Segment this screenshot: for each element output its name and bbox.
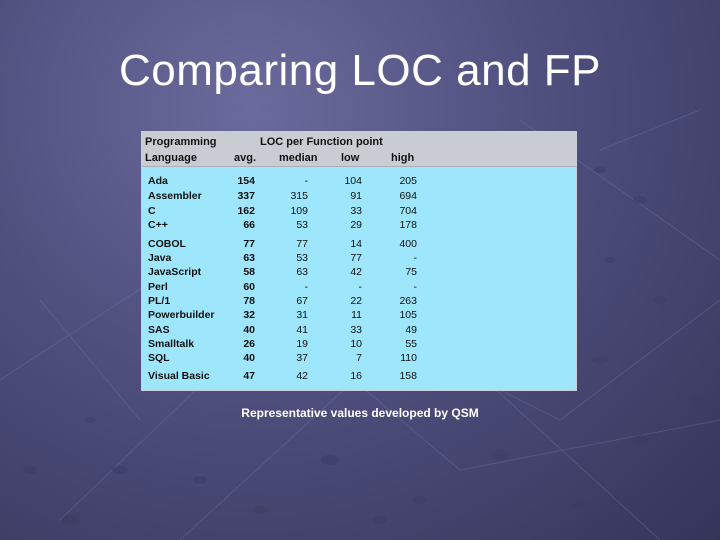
cell-avg: 154 [237, 175, 255, 187]
cell-high: - [413, 281, 418, 293]
cell-median: 53 [296, 219, 308, 231]
cell-language: SQL [148, 352, 170, 364]
loc-fp-table: Programming LOC per Function point Langu… [141, 131, 577, 391]
cell-high: 49 [405, 324, 417, 336]
cell-avg: 26 [243, 338, 255, 350]
cell-median: 37 [296, 352, 308, 364]
cell-low: 33 [350, 205, 362, 217]
cell-avg: 77 [243, 238, 255, 250]
caption: Representative values developed by QSM [241, 406, 479, 420]
cell-avg: 66 [243, 219, 255, 231]
cell-median: 19 [296, 338, 308, 350]
cell-low: 22 [350, 295, 362, 307]
cell-language: SAS [148, 324, 170, 336]
cell-avg: 60 [243, 281, 255, 293]
cell-language: PL/1 [148, 295, 171, 307]
cell-high: 694 [399, 190, 417, 202]
cell-high: 75 [405, 266, 417, 278]
cell-language: Smalltalk [148, 338, 195, 350]
cell-high: 105 [399, 309, 417, 321]
cell-median: 63 [296, 266, 308, 278]
cell-high: 178 [399, 219, 417, 231]
cell-low: 11 [351, 309, 362, 321]
cell-median: 42 [296, 370, 308, 382]
cell-avg: 58 [243, 266, 255, 278]
cell-median: 109 [290, 205, 308, 217]
cell-language: Visual Basic [148, 370, 210, 382]
cell-low: 14 [350, 238, 362, 250]
cell-language: C [148, 205, 156, 217]
cell-high: 205 [399, 175, 417, 187]
cell-avg: 78 [243, 295, 255, 307]
cell-avg: 63 [243, 252, 255, 264]
cell-low: 29 [350, 219, 362, 231]
cell-high: 263 [399, 295, 417, 307]
cell-median: 315 [290, 190, 308, 202]
cell-language: Ada [148, 175, 168, 187]
cell-avg: 40 [243, 352, 255, 364]
cell-median: - [304, 175, 309, 187]
header-language: Language [145, 152, 197, 164]
table-header [142, 132, 576, 167]
cell-median: 31 [296, 309, 308, 321]
cell-avg: 162 [237, 205, 255, 217]
cell-median: - [304, 281, 309, 293]
cell-low: 10 [350, 338, 362, 350]
cell-avg: 32 [243, 309, 255, 321]
cell-language: COBOL [148, 238, 186, 250]
cell-high: 400 [399, 238, 417, 250]
cell-median: 53 [296, 252, 308, 264]
cell-high: - [413, 252, 418, 264]
cell-high: 704 [399, 205, 417, 217]
cell-high: 110 [400, 352, 417, 364]
cell-low: 33 [350, 324, 362, 336]
header-median: median [279, 152, 318, 164]
cell-language: Perl [148, 281, 168, 293]
cell-high: 55 [405, 338, 417, 350]
cell-language: Powerbuilder [148, 309, 215, 321]
cell-avg: 47 [243, 370, 255, 382]
header-high: high [391, 152, 415, 164]
cell-median: 77 [296, 238, 308, 250]
cell-low: 91 [350, 190, 362, 202]
cell-low: - [358, 281, 363, 293]
cell-language: Assembler [148, 190, 202, 202]
header-avg: avg. [234, 152, 257, 164]
cell-low: 77 [350, 252, 362, 264]
cell-low: 16 [350, 370, 362, 382]
slide-title: Comparing LOC and FP [119, 46, 601, 95]
cell-low: 7 [356, 352, 362, 364]
cell-low: 104 [344, 175, 362, 187]
header-programming: Programming [145, 136, 217, 148]
cell-high: 158 [399, 370, 417, 382]
cell-language: C++ [148, 219, 168, 231]
cell-avg: 337 [237, 190, 255, 202]
header-loc-per-fp: LOC per Function point [260, 136, 383, 148]
cell-median: 67 [296, 295, 308, 307]
header-low: low [341, 152, 360, 164]
cell-median: 41 [296, 324, 308, 336]
cell-avg: 40 [243, 324, 255, 336]
cell-low: 42 [350, 266, 362, 278]
cell-language: JavaScript [148, 266, 202, 278]
cell-language: Java [148, 252, 172, 264]
